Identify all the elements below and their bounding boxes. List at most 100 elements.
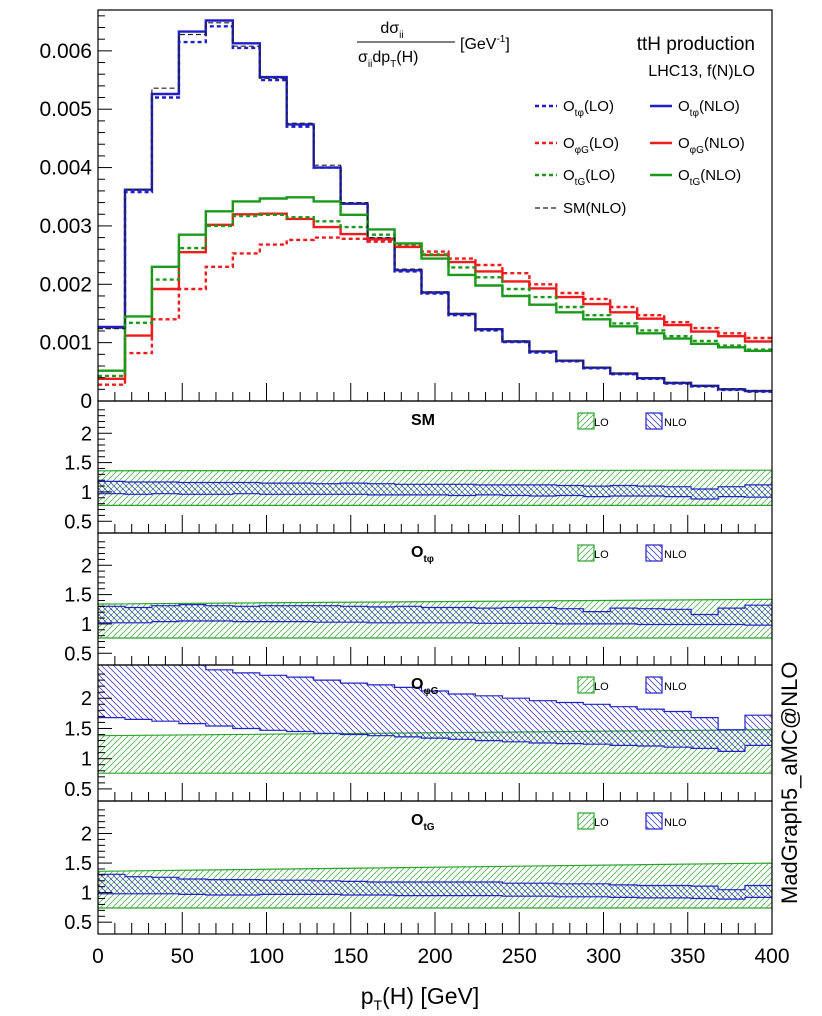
- ylabel-denominator-sub2: T: [390, 59, 396, 70]
- nlo-legend-swatch: [645, 544, 663, 562]
- legend-label: OφG(NLO): [678, 135, 745, 156]
- nlo-band: [98, 604, 772, 626]
- y-tick-label: 0.006: [39, 40, 92, 63]
- ratio-y-tick-label: 1.5: [64, 718, 92, 740]
- nlo-band-lower: [98, 620, 772, 626]
- nlo-band-lower: [98, 717, 772, 752]
- ratio-y-tick-label: 1: [81, 883, 92, 905]
- ratio-y-tick-label: 1: [81, 749, 92, 771]
- nlo-legend-swatch: [645, 812, 663, 830]
- lo-legend-swatch: [577, 412, 595, 430]
- ratio-panel-title: OtG: [411, 812, 435, 833]
- nlo-legend-label: NLO: [664, 817, 687, 829]
- legend-label: Otφ(LO): [563, 98, 614, 119]
- y-tick-label: 0.005: [39, 98, 92, 121]
- x-tick-label: 0: [92, 945, 104, 968]
- x-tick-labels: 0 50 100 150 200 250 300 350 400: [92, 945, 789, 968]
- lo-legend-label: LO: [594, 817, 609, 829]
- svg-text:σiidpT(H): σiidpT(H): [358, 49, 418, 70]
- nlo-band: [98, 481, 772, 499]
- process-title: ttH production: [637, 34, 755, 55]
- y-tick-label: 0.001: [39, 332, 92, 355]
- process-subtitle: LHC13, f(N)LO: [648, 63, 755, 80]
- nlo-band-upper: [98, 480, 772, 490]
- lo-legend-swatch: [577, 544, 595, 562]
- x-tick-label: 400: [754, 945, 789, 968]
- nlo-band-upper: [98, 604, 772, 616]
- ratio-y-tick-label: 0.5: [64, 779, 92, 801]
- nlo-legend-label: NLO: [664, 417, 687, 429]
- xlabel-sub: T: [374, 997, 383, 1013]
- lo-legend-swatch: [577, 812, 595, 830]
- ratio-panel-title: Otφ: [411, 544, 434, 565]
- nlo-legend-swatch: [645, 676, 663, 694]
- ratio-y-tick-label: 1: [81, 482, 92, 504]
- y-tick-label: 0: [80, 390, 92, 413]
- ratio-y-tick-label: 2: [81, 555, 92, 577]
- side-label: MadGraph5_aMC@NLO: [777, 662, 802, 904]
- ratio-panel: 0.5 1 1.5 2 OtG LO NLO: [64, 800, 773, 935]
- ratio-y-tick-label: 0.5: [64, 511, 92, 533]
- y-tick-label: 0.002: [39, 273, 92, 296]
- y-tick-label: 0.003: [39, 215, 92, 238]
- lo-legend-label: LO: [594, 681, 609, 693]
- nlo-band-lower: [98, 893, 772, 900]
- legend-label: Otφ(NLO): [678, 98, 740, 119]
- ylabel-denominator-sub: ii: [368, 59, 372, 70]
- nlo-band-upper: [98, 873, 772, 891]
- series-line: [98, 22, 772, 392]
- ratio-y-tick-label: 0.5: [64, 912, 92, 934]
- ylabel-denominator-rest: dp: [372, 49, 390, 66]
- legend-label: OtG(NLO): [678, 167, 741, 188]
- nlo-legend-label: NLO: [664, 681, 687, 693]
- series-line: [98, 196, 772, 372]
- ylabel-unit-sup: -1: [496, 34, 505, 45]
- x-tick-label: 350: [670, 945, 705, 968]
- x-tick-label: 50: [171, 945, 194, 968]
- main-y-axis-title: dσii σiidpT(H) [GeV-1]: [357, 20, 510, 70]
- lo-legend-label: LO: [594, 417, 609, 429]
- ratio-y-tick-label: 0.5: [64, 643, 92, 665]
- ratio-y-tick-label: 1.5: [64, 853, 92, 875]
- ratio-y-tick-label: 1.5: [64, 453, 92, 475]
- x-tick-label: 250: [502, 945, 537, 968]
- x-tick-label: 150: [333, 945, 368, 968]
- nlo-legend-label: NLO: [664, 549, 687, 561]
- nlo-band-upper: [178, 665, 772, 731]
- y-tick-label: 0.004: [39, 157, 92, 180]
- ylabel-numerator-sub: ii: [399, 30, 403, 41]
- series-line: [98, 212, 772, 380]
- legend: Otφ(LO) Otφ(NLO) OφG(LO) OφG(NLO) OtG(LO) OtG…: [535, 98, 745, 217]
- series-line: [98, 19, 772, 393]
- ratio-panel-title: SM: [411, 412, 435, 429]
- x-tick-label: 200: [417, 945, 452, 968]
- series-line: [98, 213, 772, 378]
- x-tick-label: 100: [249, 945, 284, 968]
- xlabel-rest: (H) [GeV]: [382, 983, 479, 1009]
- ratio-y-tick-label: 1: [81, 614, 92, 636]
- xlabel-main: p: [361, 983, 374, 1009]
- ratio-y-tick-label: 2: [81, 688, 92, 710]
- x-tick-label: 300: [586, 945, 621, 968]
- ratio-y-tick-label: 1.5: [64, 585, 92, 607]
- ylabel-unit: [GeV: [460, 36, 497, 53]
- series-line: [98, 236, 772, 386]
- ratio-panel: 0.5 1 1.5 2 SM LO NLO: [64, 400, 773, 534]
- ratio-y-tick-label: 2: [81, 423, 92, 445]
- ylabel-numerator: dσ: [380, 20, 399, 37]
- lo-legend-swatch: [577, 676, 595, 694]
- legend-label: SM(NLO): [563, 200, 626, 217]
- ylabel-unit-end: ]: [505, 36, 509, 53]
- nlo-legend-swatch: [645, 412, 663, 430]
- ratio-y-tick-label: 2: [81, 824, 92, 846]
- legend-label: OtG(LO): [563, 167, 615, 188]
- ylabel-denominator: σ: [358, 49, 368, 66]
- ylabel-denominator-end: (H): [396, 49, 418, 66]
- svg-text:[GeV-1]: [GeV-1]: [460, 34, 510, 53]
- ratio-panel: 0.5 1 1.5 2 OφG LO NLO: [64, 664, 773, 802]
- ratio-panel: 0.5 1 1.5 2 Otφ LO NLO: [64, 532, 773, 666]
- nlo-band-lower: [98, 493, 772, 500]
- ratio-panel-title: OφG: [411, 676, 439, 697]
